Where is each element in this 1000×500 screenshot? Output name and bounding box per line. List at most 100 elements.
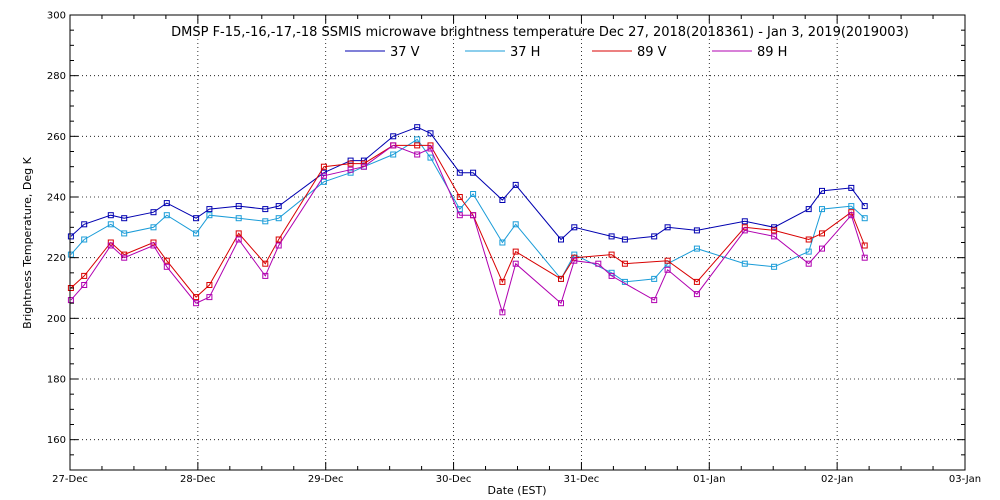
- x-tick-label: 02-Jan: [821, 474, 853, 485]
- data-point: [320, 172, 327, 179]
- data-point: [107, 221, 114, 228]
- data-point: [81, 282, 88, 288]
- data-point: [67, 251, 74, 258]
- data-point: [163, 212, 170, 219]
- data-point: [512, 221, 519, 228]
- series-37-v: [67, 124, 868, 243]
- data-point: [819, 230, 825, 237]
- data-point: [819, 245, 825, 252]
- x-tick-label: 27-Dec: [52, 474, 88, 485]
- data-point: [456, 169, 463, 176]
- data-point: [193, 215, 200, 222]
- data-point: [150, 224, 157, 231]
- y-tick-label: 220: [47, 253, 66, 264]
- data-point: [320, 169, 327, 176]
- data-point: [861, 215, 868, 222]
- x-tick-label: 01-Jan: [693, 474, 725, 485]
- data-point: [805, 260, 812, 267]
- data-point: [320, 178, 327, 185]
- series-line: [70, 138, 866, 283]
- data-point: [107, 242, 114, 249]
- data-point: [414, 151, 421, 158]
- series-line: [70, 144, 866, 315]
- y-axis-label: Brightness Temperature, Deg K: [21, 156, 34, 328]
- data-point: [456, 194, 463, 200]
- data-point: [608, 233, 615, 240]
- data-point: [470, 212, 477, 219]
- data-point: [67, 233, 74, 240]
- data-point: [235, 215, 242, 222]
- y-tick-label: 260: [47, 132, 66, 143]
- x-tick-label: 29-Dec: [308, 474, 344, 485]
- legend: 37 V 37 H 89 V 89 H: [345, 45, 787, 60]
- data-point: [571, 257, 578, 264]
- data-point: [193, 230, 200, 237]
- data-point: [805, 248, 812, 255]
- data-point: [805, 236, 812, 243]
- series-layer: [67, 124, 868, 316]
- data-point: [608, 251, 615, 258]
- data-point: [206, 294, 213, 301]
- data-point: [819, 206, 825, 213]
- data-point: [664, 257, 671, 264]
- data-point: [121, 215, 128, 222]
- data-point: [693, 278, 700, 285]
- data-point: [414, 142, 421, 149]
- data-point: [150, 209, 157, 216]
- data-point: [275, 203, 282, 210]
- data-point: [150, 242, 157, 249]
- data-point: [262, 218, 269, 225]
- data-point: [456, 212, 463, 219]
- data-point: [608, 272, 615, 279]
- data-point: [848, 212, 855, 219]
- series-line: [70, 144, 866, 298]
- data-point: [390, 142, 397, 149]
- y-tick-label: 300: [47, 11, 66, 22]
- data-point: [262, 260, 269, 267]
- data-point: [427, 130, 434, 137]
- data-point: [163, 257, 170, 264]
- chart-title: DMSP F-15,-16,-17,-18 SSMIS microwave br…: [171, 25, 909, 40]
- legend-label: 89 H: [757, 45, 787, 60]
- axes: 27-Dec 28-Dec 29-Dec 30-Dec 31-Dec 01-Jan 02-J…: [47, 11, 981, 486]
- data-point: [771, 263, 778, 270]
- data-point: [67, 297, 74, 304]
- data-point: [235, 236, 242, 243]
- data-point: [193, 294, 200, 301]
- data-point: [848, 203, 855, 210]
- data-point: [81, 221, 88, 228]
- data-point: [414, 136, 421, 143]
- x-tick-label: 03-Jan: [949, 474, 981, 485]
- y-tick-label: 160: [47, 435, 66, 446]
- data-point: [499, 197, 506, 203]
- data-point: [693, 245, 700, 252]
- data-point: [848, 184, 855, 191]
- legend-label: 89 V: [637, 45, 667, 60]
- data-point: [81, 236, 88, 243]
- data-point: [390, 151, 397, 158]
- data-point: [771, 233, 778, 240]
- data-point: [121, 254, 128, 261]
- data-point: [693, 291, 700, 298]
- data-point: [414, 124, 421, 131]
- data-point: [193, 300, 200, 307]
- data-point: [275, 236, 282, 243]
- data-point: [651, 275, 658, 282]
- data-point: [621, 236, 628, 243]
- y-tick-label: 240: [47, 193, 66, 204]
- series-89-h: [67, 142, 868, 316]
- data-point: [427, 142, 434, 149]
- data-point: [558, 300, 564, 307]
- data-point: [206, 282, 213, 288]
- data-point: [347, 166, 354, 173]
- data-point: [664, 266, 671, 273]
- data-point: [499, 278, 506, 285]
- data-point: [512, 181, 519, 188]
- data-point: [571, 251, 578, 258]
- data-point: [741, 260, 748, 267]
- data-point: [206, 206, 213, 213]
- data-point: [741, 218, 748, 225]
- data-point: [558, 275, 564, 282]
- data-point: [595, 260, 602, 267]
- data-point: [499, 239, 506, 246]
